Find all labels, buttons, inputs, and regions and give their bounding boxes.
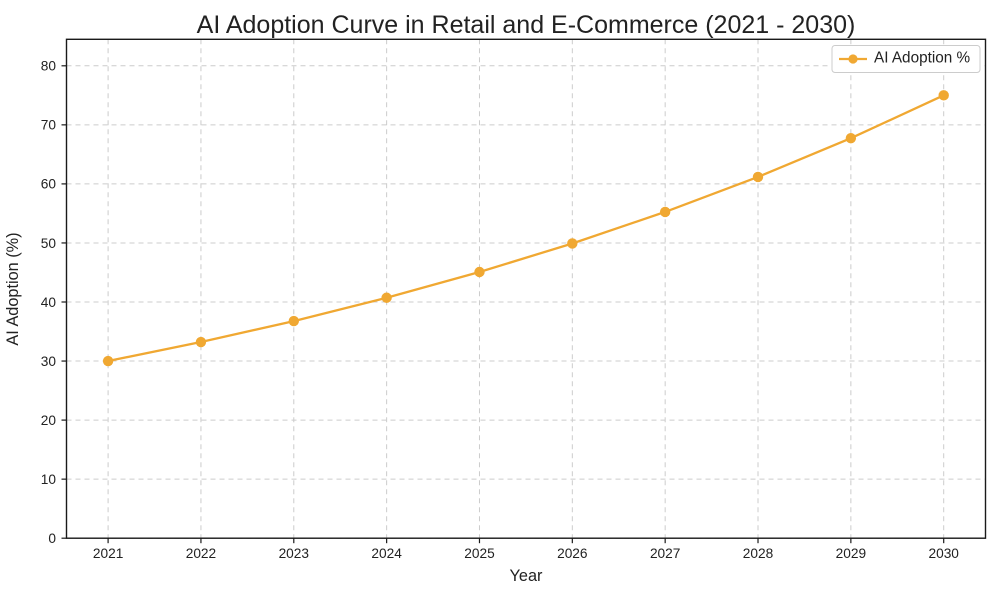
svg-text:AI Adoption %: AI Adoption % — [874, 50, 970, 67]
svg-text:2026: 2026 — [557, 546, 588, 561]
svg-text:2021: 2021 — [93, 546, 123, 561]
svg-text:Year: Year — [510, 567, 543, 585]
svg-text:2024: 2024 — [371, 546, 402, 561]
svg-text:80: 80 — [41, 59, 57, 74]
svg-text:40: 40 — [41, 295, 57, 310]
svg-text:70: 70 — [41, 118, 57, 133]
svg-text:10: 10 — [41, 472, 57, 487]
svg-text:2023: 2023 — [279, 546, 310, 561]
svg-text:30: 30 — [41, 354, 57, 369]
svg-text:50: 50 — [41, 236, 57, 251]
svg-text:2028: 2028 — [743, 546, 774, 561]
svg-text:60: 60 — [41, 177, 57, 192]
svg-text:2022: 2022 — [186, 546, 216, 561]
svg-text:AI Adoption Curve in Retail an: AI Adoption Curve in Retail and E-Commer… — [197, 11, 856, 39]
svg-text:0: 0 — [48, 531, 56, 546]
svg-text:2025: 2025 — [464, 546, 495, 561]
svg-text:AI Adoption (%): AI Adoption (%) — [4, 232, 22, 345]
svg-text:2030: 2030 — [928, 546, 959, 561]
svg-text:2027: 2027 — [650, 546, 680, 561]
svg-text:2029: 2029 — [836, 546, 866, 561]
svg-text:20: 20 — [41, 413, 57, 428]
